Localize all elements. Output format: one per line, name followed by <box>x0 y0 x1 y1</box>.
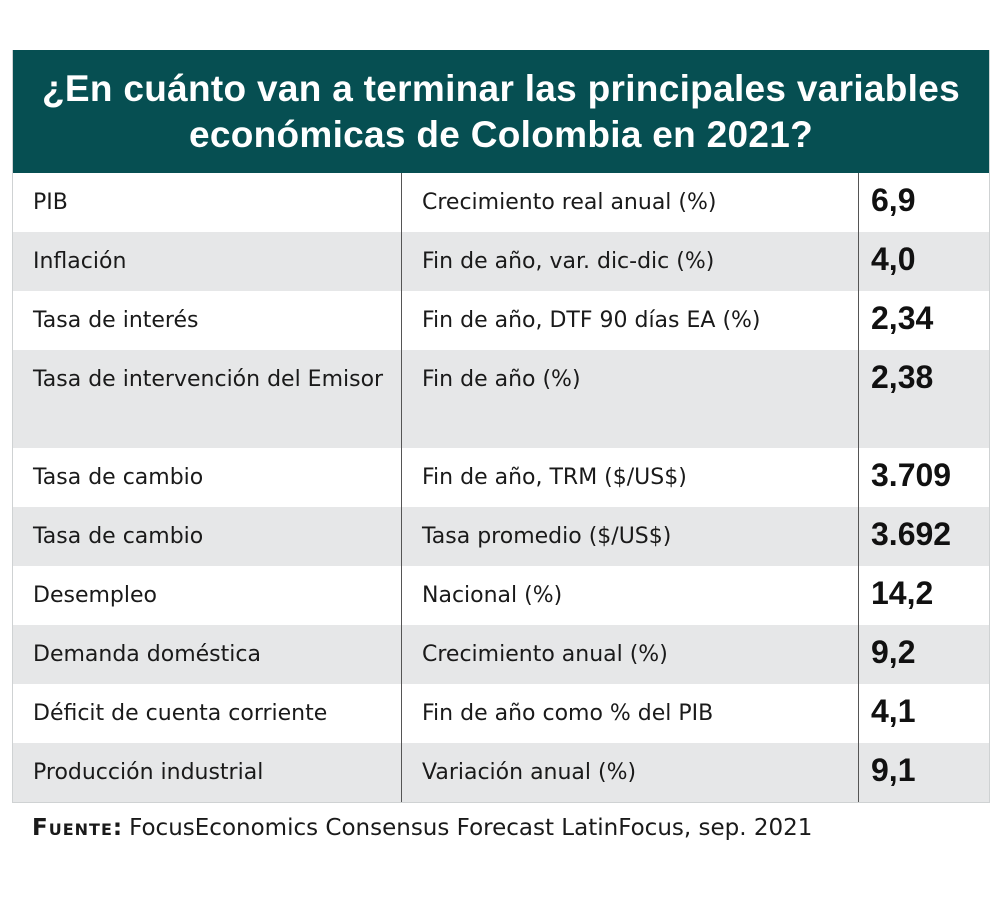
measure-cell: Crecimiento real anual (%) <box>401 173 858 232</box>
measure-cell: Variación anual (%) <box>401 743 858 802</box>
table-row: Déficit de cuenta corriente Fin de año co… <box>13 684 989 743</box>
measure-cell: Tasa promedio ($/US$) <box>401 507 858 566</box>
variable-cell: Desempleo <box>33 583 157 608</box>
value-cell: 3.709 <box>858 448 989 507</box>
variable-cell: PIB <box>33 190 68 215</box>
measure-cell: Fin de año como % del PIB <box>401 684 858 743</box>
source-note: Fuente: FocusEconomics Consensus Forecast… <box>32 815 812 841</box>
table-header: ¿En cuánto van a terminar las principale… <box>13 50 989 173</box>
value-cell: 6,9 <box>858 173 989 232</box>
value-cell: 2,38 <box>858 350 989 448</box>
source-label: Fuente: <box>32 815 124 841</box>
measure-cell: Fin de año, TRM ($/US$) <box>401 448 858 507</box>
value-cell: 9,2 <box>858 625 989 684</box>
table-row: Tasa de interés Fin de año, DTF 90 días E… <box>13 291 989 350</box>
variable-cell: Producción industrial <box>33 760 264 785</box>
table-body: PIB Crecimiento real anual (%) 6,9 Inflació… <box>13 173 989 802</box>
source-text: FocusEconomics Consensus Forecast LatinF… <box>129 815 813 841</box>
value-cell: 4,0 <box>858 232 989 291</box>
variable-cell: Demanda doméstica <box>33 642 261 667</box>
variable-cell: Tasa de intervención del Emisor <box>33 367 384 392</box>
table-row: PIB Crecimiento real anual (%) 6,9 <box>13 173 989 232</box>
value-cell: 4,1 <box>858 684 989 743</box>
variable-cell: Déficit de cuenta corriente <box>33 701 328 726</box>
measure-cell: Nacional (%) <box>401 566 858 625</box>
variable-cell: Tasa de interés <box>33 308 199 333</box>
measure-cell: Crecimiento anual (%) <box>401 625 858 684</box>
table-row: Producción industrial Variación anual (%)… <box>13 743 989 802</box>
measure-cell: Fin de año, var. dic-dic (%) <box>401 232 858 291</box>
value-cell: 14,2 <box>858 566 989 625</box>
variable-cell: Inflación <box>33 249 127 274</box>
value-cell: 9,1 <box>858 743 989 802</box>
table-row: Inflación Fin de año, var. dic-dic (%) 4,0 <box>13 232 989 291</box>
measure-cell: Fin de año, DTF 90 días EA (%) <box>401 291 858 350</box>
forecast-table: ¿En cuánto van a terminar las principale… <box>12 50 990 803</box>
table-row: Tasa de cambio Fin de año, TRM ($/US$) 3.7… <box>13 448 989 507</box>
table-row: Tasa de cambio Tasa promedio ($/US$) 3.692 <box>13 507 989 566</box>
variable-cell: Tasa de cambio <box>33 465 204 490</box>
value-cell: 2,34 <box>858 291 989 350</box>
variable-cell: Tasa de cambio <box>33 524 204 549</box>
value-cell: 3.692 <box>858 507 989 566</box>
table-row: Desempleo Nacional (%) 14,2 <box>13 566 989 625</box>
measure-cell: Fin de año (%) <box>401 350 858 448</box>
table-row: Tasa de intervención del Emisor Fin de añ… <box>13 350 989 448</box>
page-title: ¿En cuánto van a terminar las principale… <box>41 67 961 155</box>
table-row: Demanda doméstica Crecimiento anual (%) 9,… <box>13 625 989 684</box>
